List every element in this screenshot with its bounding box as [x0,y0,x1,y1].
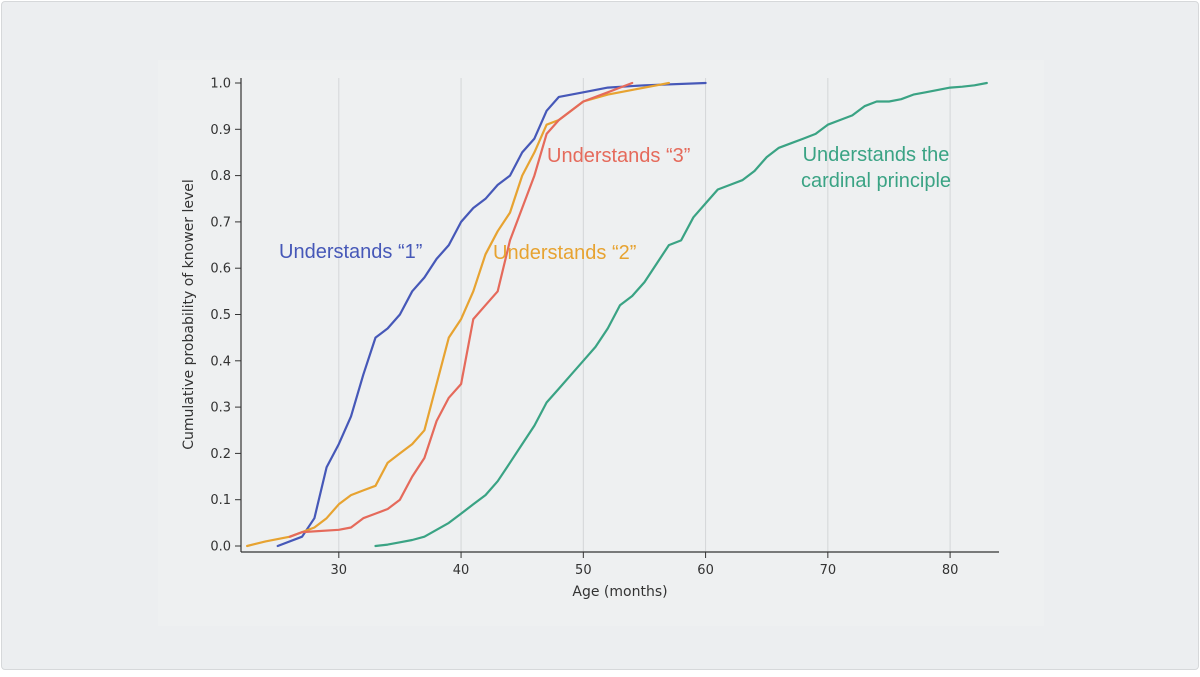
series-label-1: Understands “1” [279,241,422,263]
labels-layer: Understands “1” Understands “2” Understand… [279,144,951,264]
x-tick-label-70: 70 [820,563,837,578]
x-tick-label-80: 80 [942,563,959,578]
y-tick-label-0.4: 0.4 [210,354,231,369]
y-tick-label-0.8: 0.8 [210,169,231,184]
series-layer [246,81,988,548]
y-tick-label-0.2: 0.2 [210,447,231,462]
y-tick-label-0.7: 0.7 [210,215,231,230]
tick-layer: 0.0 0.1 0.2 0.3 0.4 0.5 0.6 0.7 0.8 0.9 1.0 30 40 50 6… [210,77,958,579]
x-tick-label-30: 30 [331,563,348,578]
y-tick-label-1.0: 1.0 [210,77,231,92]
series-line-3 [288,81,634,538]
y-tick-label-0.9: 0.9 [210,123,231,138]
y-tick-label-0.0: 0.0 [210,540,231,555]
series-label-3: Understands “3” [547,145,690,167]
x-tick-label-60: 60 [697,563,714,578]
y-tick-label-0.6: 0.6 [210,262,231,277]
x-tick-label-40: 40 [453,563,470,578]
series-label-4: Understands the cardinal principle [801,144,951,192]
y-tick-label-0.5: 0.5 [210,308,231,323]
y-axis-title: Cumulative probability of knower level [181,179,197,450]
y-tick-label-0.3: 0.3 [210,401,231,416]
series-line-1 [276,81,707,548]
x-tick-label-50: 50 [575,563,592,578]
series-label-2: Understands “2” [493,242,636,264]
series-line-4 [374,81,988,548]
y-tick-label-0.1: 0.1 [210,493,231,508]
grid-layer [338,78,951,552]
x-axis-title: Age (months) [572,584,667,600]
